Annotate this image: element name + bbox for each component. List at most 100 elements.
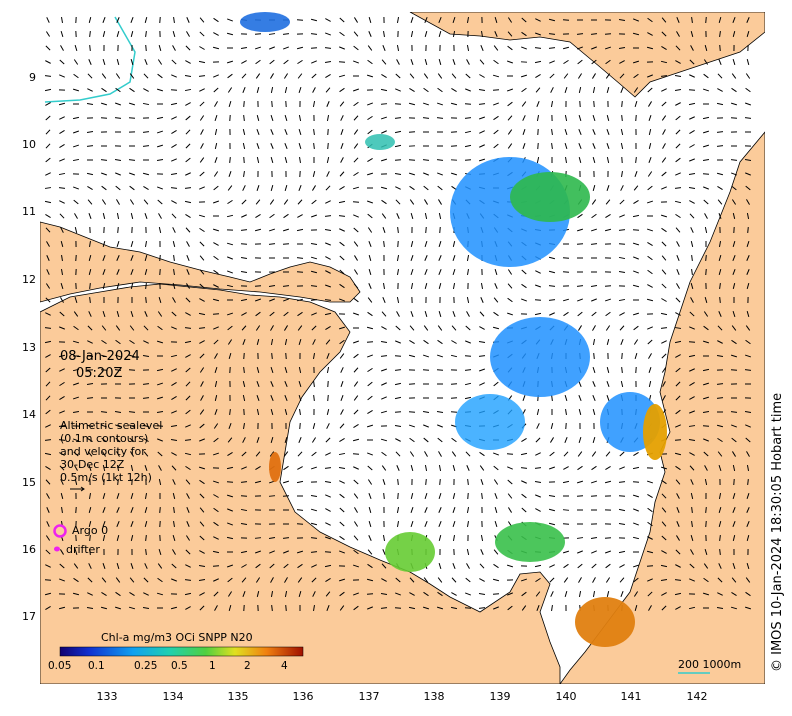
- velocity-arrow: [45, 409, 51, 415]
- velocity-arrow: [716, 131, 724, 133]
- velocity-arrow: [312, 100, 316, 108]
- velocity-arrow: [311, 199, 317, 205]
- velocity-arrow: [114, 369, 122, 371]
- velocity-arrow: [507, 605, 513, 611]
- velocity-arrow: [689, 59, 695, 65]
- velocity-arrow: [522, 128, 526, 136]
- velocity-arrow: [298, 338, 302, 346]
- velocity-arrow: [507, 479, 513, 485]
- chl-patch: [490, 317, 590, 397]
- velocity-arrow: [436, 117, 444, 119]
- velocity-arrow: [717, 451, 723, 457]
- velocity-arrow: [676, 535, 680, 541]
- velocity-arrow: [228, 100, 232, 108]
- velocity-arrow: [199, 438, 205, 442]
- map-panel[interactable]: 08-Jan-2024 05:20Z Altimetric sealevel (…: [40, 12, 765, 684]
- velocity-arrow: [268, 228, 276, 232]
- velocity-arrow: [45, 143, 51, 149]
- velocity-arrow: [172, 549, 176, 555]
- velocity-arrow: [172, 282, 176, 290]
- velocity-arrow: [620, 128, 624, 136]
- velocity-arrow: [353, 297, 359, 303]
- velocity-arrow: [326, 171, 330, 177]
- velocity-arrow: [116, 199, 120, 205]
- velocity-arrow: [576, 33, 584, 35]
- velocity-arrow: [86, 607, 94, 609]
- velocity-arrow: [59, 563, 65, 569]
- velocity-arrow: [466, 465, 470, 471]
- velocity-arrow: [424, 282, 428, 290]
- velocity-arrow: [576, 243, 584, 245]
- velocity-arrow: [382, 45, 386, 51]
- velocity-arrow: [745, 577, 751, 583]
- velocity-arrow: [240, 46, 248, 50]
- velocity-arrow: [73, 59, 79, 65]
- velocity-arrow: [143, 88, 149, 92]
- velocity-arrow: [143, 592, 149, 596]
- velocity-arrow: [368, 31, 372, 37]
- velocity-arrow: [395, 186, 401, 190]
- velocity-arrow: [339, 228, 345, 232]
- velocity-arrow: [61, 506, 63, 514]
- velocity-arrow: [270, 408, 274, 416]
- velocity-arrow: [158, 548, 162, 556]
- velocity-arrow: [61, 16, 63, 24]
- velocity-arrow: [383, 492, 385, 500]
- land-new-guinea: [409, 12, 765, 98]
- velocity-arrow: [158, 213, 162, 219]
- velocity-arrow: [380, 593, 388, 595]
- velocity-arrow: [212, 452, 220, 456]
- velocity-arrow: [298, 142, 302, 150]
- velocity-arrow: [256, 437, 260, 443]
- velocity-arrow: [338, 215, 346, 217]
- velocity-arrow: [59, 116, 65, 120]
- velocity-arrow: [310, 270, 318, 274]
- velocity-arrow: [185, 564, 191, 568]
- velocity-arrow: [675, 479, 681, 485]
- velocity-arrow: [438, 282, 442, 290]
- velocity-arrow: [297, 214, 303, 218]
- velocity-arrow: [368, 506, 372, 514]
- velocity-arrow: [297, 73, 303, 79]
- velocity-arrow: [647, 536, 653, 540]
- velocity-arrow: [310, 47, 318, 49]
- velocity-arrow: [310, 285, 318, 287]
- velocity-arrow: [424, 507, 428, 513]
- velocity-arrow: [632, 564, 640, 568]
- velocity-arrow: [144, 268, 148, 276]
- velocity-arrow: [606, 338, 610, 346]
- velocity-arrow: [353, 353, 359, 359]
- velocity-arrow: [367, 367, 373, 373]
- velocity-arrow: [395, 199, 401, 205]
- velocity-arrow: [101, 87, 107, 93]
- velocity-arrow: [255, 466, 261, 470]
- velocity-arrow: [325, 508, 331, 512]
- velocity-arrow: [130, 30, 134, 38]
- velocity-arrow: [507, 31, 513, 37]
- velocity-arrow: [675, 45, 681, 51]
- velocity-arrow: [339, 339, 345, 345]
- velocity-arrow: [226, 284, 234, 288]
- velocity-arrow: [632, 32, 640, 36]
- velocity-arrow: [87, 451, 93, 457]
- velocity-arrow: [157, 59, 163, 65]
- velocity-arrow: [171, 396, 177, 400]
- velocity-arrow: [633, 18, 639, 22]
- velocity-arrow: [87, 592, 93, 596]
- velocity-arrow: [353, 409, 359, 415]
- velocity-arrow: [324, 299, 332, 301]
- velocity-arrow: [102, 240, 106, 248]
- velocity-arrow: [89, 492, 91, 500]
- velocity-arrow: [129, 172, 135, 176]
- velocity-arrow: [661, 550, 667, 554]
- velocity-arrow: [102, 562, 106, 570]
- velocity-arrow: [507, 269, 513, 275]
- velocity-arrow: [284, 86, 288, 94]
- velocity-arrow: [338, 74, 346, 78]
- velocity-arrow: [72, 88, 80, 92]
- velocity-arrow: [730, 159, 738, 161]
- velocity-arrow: [367, 59, 373, 65]
- velocity-arrow: [324, 60, 332, 64]
- velocity-arrow: [410, 240, 414, 248]
- velocity-arrow: [185, 143, 191, 149]
